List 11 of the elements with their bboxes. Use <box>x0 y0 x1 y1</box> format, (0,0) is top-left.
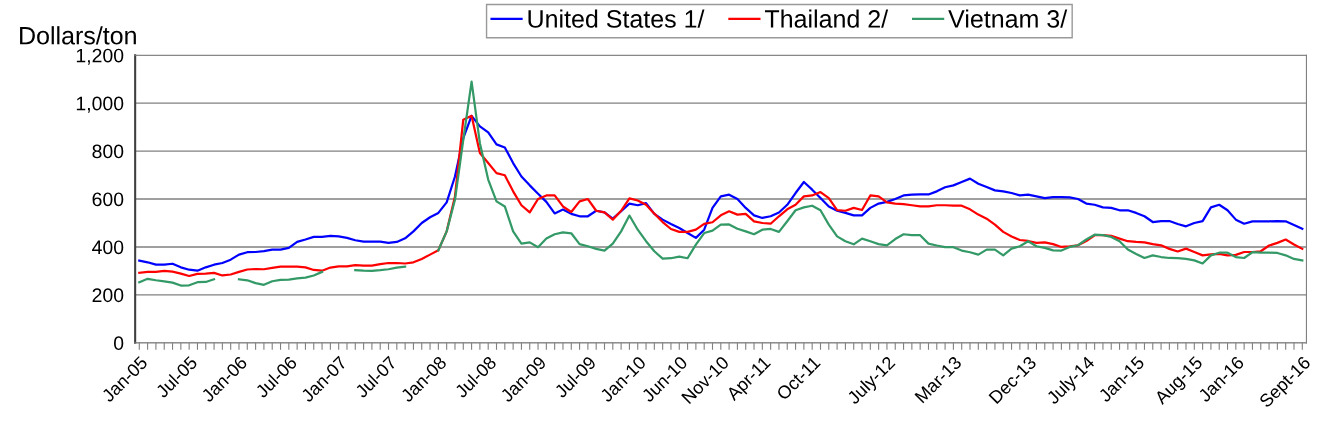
legend-label: Vietnam 3/ <box>948 9 1068 28</box>
y-axis-title: Dollars/ton <box>20 26 136 45</box>
y-tick-label: 1,200 <box>76 48 124 65</box>
legend-label: United States 1/ <box>528 9 705 28</box>
y-tick-label: 400 <box>92 240 124 255</box>
y-tick-label: 200 <box>92 288 124 303</box>
y-tick-label: 1,000 <box>76 96 124 113</box>
y-tick-label: 600 <box>92 192 124 207</box>
legend-label: Thailand 2/ <box>764 9 889 28</box>
y-tick-label: 0 <box>113 336 124 351</box>
y-tick-label: 800 <box>92 144 124 159</box>
